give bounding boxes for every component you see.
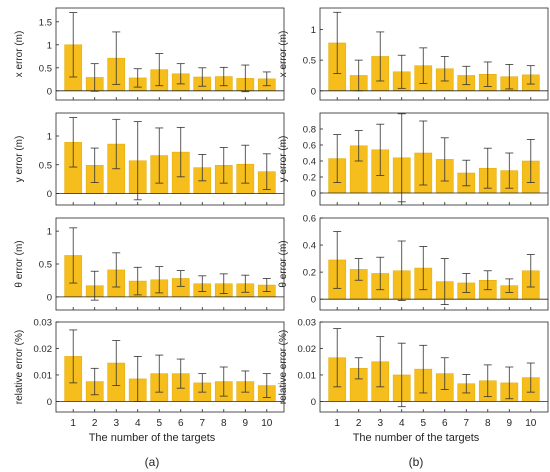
- y-tick-label-b-r1-0: 0: [311, 189, 316, 200]
- x-tick-label-b-r3-5: 5: [420, 418, 426, 429]
- x-tick-label-a-r3-2: 2: [92, 418, 98, 429]
- x-tick-label-b-r3-8: 8: [485, 418, 491, 429]
- x-axis-label-b: The number of the targets: [353, 432, 480, 444]
- y-tick-label-a-r0-2: 1: [47, 40, 52, 51]
- x-tick-label-b-r3-1: 1: [334, 418, 340, 429]
- y-tick-label-b-r2-3: 0.6: [303, 214, 316, 225]
- y-axis-label-b-r2: θ error (m): [278, 240, 289, 287]
- x-tick-label-b-r3-7: 7: [463, 418, 469, 429]
- y-tick-label-b-r1-2: 0.4: [303, 157, 316, 168]
- subplot-a-r0: 0 0.5 1 1.5 x error (m): [14, 7, 285, 101]
- x-tick-label-b-r3-6: 6: [442, 418, 448, 429]
- x-tick-label-a-r3-9: 9: [243, 418, 249, 429]
- x-tick-label-a-r3-5: 5: [156, 418, 162, 429]
- subplot-a-r1: 0 0.5 1 y error (m): [14, 112, 285, 206]
- x-tick-label-a-r3-10: 10: [261, 418, 273, 429]
- plots-layer: 0 0.5 1 1.5 x error (m) 0 0.5 1 y error (m) 0 0.5 1…: [14, 7, 549, 429]
- y-axis-label-a-r1: y error (m): [14, 136, 25, 183]
- subplot-b-r3: 0 0.01 0.02 0.03 relative error (%) 1 2 3 4 5 6 7 8 9…: [278, 318, 549, 429]
- axes-box-a-r3: [55, 321, 285, 413]
- y-axis-label-b-r3: relative error (%): [278, 330, 289, 404]
- y-tick-label-a-r2-2: 1: [47, 227, 52, 238]
- subplot-b-r1: 0 0.2 0.4 0.6 0.8 y error (m): [278, 112, 549, 206]
- y-tick-label-a-r1-2: 1: [47, 132, 52, 143]
- y-tick-label-b-r1-3: 0.6: [303, 141, 316, 152]
- y-tick-label-a-r0-0: 0: [47, 86, 52, 97]
- x-tick-label-a-r3-4: 4: [135, 418, 141, 429]
- axes-box-b-r1: [319, 112, 549, 206]
- x-tick-label-a-r3-3: 3: [113, 418, 119, 429]
- y-axis-label-a-r2: θ error (m): [14, 240, 25, 287]
- y-tick-label-b-r3-1: 0.01: [298, 370, 317, 381]
- axes-box-b-r2: [319, 217, 549, 311]
- y-tick-label-a-r3-0: 0: [47, 397, 52, 408]
- y-tick-label-b-r1-4: 0.8: [303, 125, 316, 136]
- y-tick-label-b-r0-0: 0: [311, 86, 316, 97]
- subplot-b-r0: 0 0.5 1 x error (m): [278, 7, 549, 101]
- axes-box-b-r3: [319, 321, 549, 413]
- panel-label-b: (b): [409, 455, 424, 469]
- y-tick-label-b-r1-1: 0.2: [303, 173, 316, 184]
- y-tick-label-a-r3-2: 0.02: [34, 344, 53, 355]
- x-tick-label-a-r3-6: 6: [178, 418, 184, 429]
- axes-box-b-r0: [319, 7, 549, 101]
- y-tick-label-b-r3-0: 0: [311, 397, 316, 408]
- y-tick-label-b-r2-2: 0.4: [303, 241, 316, 252]
- y-tick-label-a-r0-1: 0.5: [39, 63, 52, 74]
- axes-box-a-r0: [55, 7, 285, 101]
- y-tick-label-a-r1-0: 0: [47, 189, 52, 200]
- panel-label-a: (a): [145, 455, 160, 469]
- x-tick-label-b-r3-10: 10: [525, 418, 537, 429]
- y-tick-label-a-r2-1: 0.5: [39, 260, 52, 271]
- x-tick-label-a-r3-8: 8: [221, 418, 227, 429]
- y-tick-label-b-r0-2: 1: [311, 25, 316, 36]
- y-tick-label-b-r2-0: 0: [311, 295, 316, 306]
- x-tick-label-b-r3-9: 9: [507, 418, 513, 429]
- y-tick-label-b-r2-1: 0.2: [303, 268, 316, 279]
- x-tick-label-b-r3-4: 4: [399, 418, 405, 429]
- y-axis-label-a-r3: relative error (%): [14, 330, 25, 404]
- y-tick-label-a-r3-3: 0.03: [34, 318, 53, 329]
- y-tick-label-b-r0-1: 0.5: [303, 56, 316, 67]
- subplot-a-r2: 0 0.5 1 θ error (m): [14, 217, 285, 311]
- y-axis-label-b-r1: y error (m): [278, 136, 289, 183]
- y-tick-label-a-r3-1: 0.01: [34, 370, 53, 381]
- x-tick-label-b-r3-3: 3: [377, 418, 383, 429]
- y-axis-label-a-r0: x error (m): [14, 31, 25, 78]
- x-tick-label-b-r3-2: 2: [356, 418, 362, 429]
- x-axis-label-a: The number of the targets: [89, 432, 216, 444]
- subplot-a-r3: 0 0.01 0.02 0.03 relative error (%) 1 2 3 4 5 6 7 8 9…: [14, 318, 285, 429]
- y-tick-label-a-r0-3: 1.5: [39, 17, 52, 28]
- axes-box-a-r1: [55, 112, 285, 206]
- y-tick-label-b-r3-2: 0.02: [298, 344, 317, 355]
- subplot-b-r2: 0 0.2 0.4 0.6 θ error (m): [278, 214, 549, 311]
- y-tick-label-a-r1-1: 0.5: [39, 160, 52, 171]
- y-tick-label-a-r2-0: 0: [47, 292, 52, 303]
- y-tick-label-b-r3-3: 0.03: [298, 318, 317, 329]
- x-tick-label-a-r3-1: 1: [70, 418, 76, 429]
- y-axis-label-b-r0: x error (m): [278, 31, 289, 78]
- x-tick-label-a-r3-7: 7: [199, 418, 205, 429]
